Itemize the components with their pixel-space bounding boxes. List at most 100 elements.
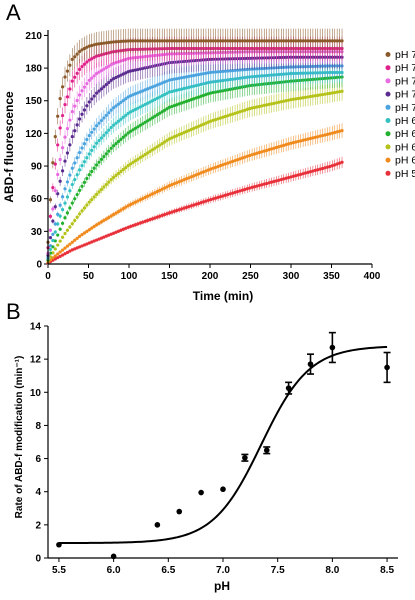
- data-point: [102, 116, 106, 120]
- panel-b-y-tick-label: 14: [30, 322, 42, 333]
- data-point: [155, 96, 159, 100]
- data-point: [82, 206, 87, 210]
- data-point: [285, 385, 292, 391]
- data-point: [112, 40, 116, 44]
- data-point: [82, 46, 87, 51]
- data-point: [95, 124, 99, 128]
- data-point: [136, 39, 140, 43]
- legend-marker: [385, 104, 391, 110]
- data-point: [221, 115, 225, 119]
- panel-a-legend: pH 7.8pH 7.6pH 7.4pH 7.2pH 7.0pH 6.8pH 6…: [385, 49, 415, 180]
- data-point: [58, 203, 62, 207]
- data-point: [306, 137, 310, 141]
- legend-label: pH 6.4: [395, 141, 415, 153]
- data-point: [211, 118, 215, 122]
- data-point: [265, 103, 269, 107]
- legend-marker: [385, 144, 391, 150]
- data-point: [133, 159, 138, 163]
- data-point: [126, 131, 130, 135]
- data-point: [51, 185, 55, 190]
- data-point: [146, 151, 150, 155]
- data-point: [124, 205, 128, 209]
- data-point: [197, 39, 201, 43]
- panel-b: B 5.5 6.0 6.5 7.0 7.5 8.0 8.5 0 2 4 6 8 10 12 14 pH Ra…: [6, 299, 398, 593]
- data-point: [107, 64, 111, 68]
- data-point: [68, 87, 72, 91]
- data-point: [80, 209, 84, 213]
- panel-b-fit-curve: [58, 345, 388, 545]
- data-point: [104, 66, 108, 70]
- data-point: [262, 182, 266, 186]
- data-point: [172, 103, 176, 108]
- data-point: [248, 153, 252, 158]
- data-point: [51, 207, 55, 211]
- data-point: [269, 180, 274, 184]
- data-point: [318, 93, 322, 97]
- data-point: [68, 118, 72, 122]
- data-point: [184, 177, 189, 181]
- data-point: [51, 238, 55, 243]
- data-point: [240, 188, 244, 192]
- data-point: [180, 39, 184, 43]
- data-point: [167, 39, 172, 43]
- data-point: [82, 85, 87, 89]
- data-point: [330, 164, 334, 168]
- data-point: [182, 39, 186, 43]
- panel-b-x-tick-label: 6.0: [107, 565, 121, 576]
- data-point: [155, 39, 159, 43]
- data-point: [121, 98, 125, 103]
- data-point: [267, 102, 271, 106]
- data-point: [272, 179, 276, 184]
- data-point: [119, 100, 123, 104]
- data-point: [53, 189, 57, 193]
- data-point: [187, 128, 191, 133]
- panel-a-x-tick-label: 50: [83, 271, 95, 282]
- series-ph-6_6: [46, 66, 344, 262]
- data-point: [240, 109, 244, 113]
- data-point: [272, 101, 276, 105]
- data-point: [99, 236, 104, 240]
- data-point: [65, 180, 70, 184]
- data-point: [99, 41, 104, 46]
- panel-b-y-tick-label: 8: [35, 421, 41, 432]
- data-point: [260, 150, 264, 154]
- panel-b-y-tick-label: 4: [35, 487, 41, 498]
- data-point: [284, 99, 288, 103]
- data-point: [325, 39, 330, 43]
- data-point: [206, 71, 210, 75]
- data-point: [73, 247, 77, 251]
- data-point: [95, 141, 99, 145]
- data-point: [228, 160, 232, 164]
- data-point: [95, 163, 99, 167]
- data-point: [184, 39, 189, 43]
- data-point: [107, 111, 111, 115]
- data-point: [90, 97, 94, 101]
- data-point: [121, 227, 125, 231]
- data-point: [63, 252, 67, 256]
- data-point: [180, 76, 184, 80]
- data-point: [48, 255, 53, 259]
- data-point: [160, 213, 164, 217]
- data-point: [177, 39, 181, 43]
- data-point: [53, 205, 57, 209]
- data-point: [338, 90, 342, 94]
- data-point: [138, 221, 142, 225]
- data-point: [75, 123, 79, 127]
- data-point: [60, 146, 65, 150]
- data-point: [329, 344, 336, 351]
- data-point: [291, 141, 296, 145]
- data-point: [240, 68, 244, 72]
- data-point: [172, 89, 176, 93]
- data-point: [175, 77, 179, 81]
- data-point: [48, 214, 53, 218]
- panel-a-y-tick-label: 210: [25, 31, 42, 42]
- data-point: [248, 186, 252, 190]
- data-point: [121, 39, 125, 43]
- data-point: [306, 39, 310, 43]
- data-point: [204, 169, 208, 173]
- data-point: [320, 133, 325, 138]
- data-point: [163, 212, 167, 217]
- legend-marker: [385, 52, 391, 57]
- data-point: [58, 239, 62, 243]
- data-point: [73, 55, 77, 59]
